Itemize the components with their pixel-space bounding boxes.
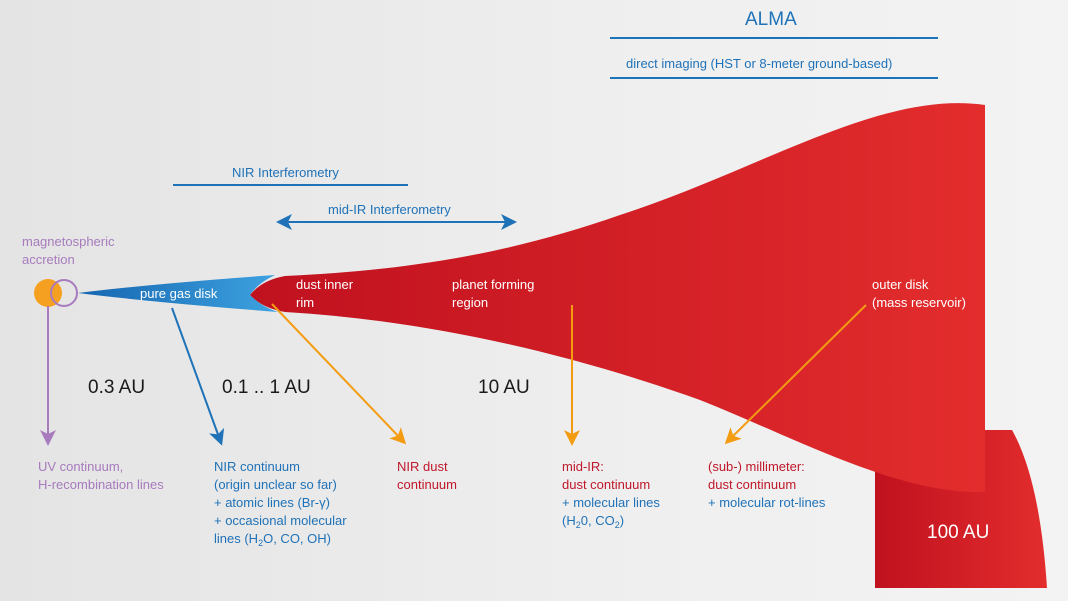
nir-observables: NIR continuum (origin unclear so far) + a… <box>214 459 347 548</box>
star <box>34 279 62 307</box>
nir-arrow <box>171 307 225 446</box>
gas-disk-label: pure gas disk <box>140 286 218 301</box>
outer-disk-label: outer disk (mass reservoir) <box>872 277 966 310</box>
nir-interferometry-label: NIR Interferometry <box>232 165 339 180</box>
magnetospheric-accretion-label: magnetospheric accretion <box>22 234 115 267</box>
distance-100au: 100 AU <box>927 522 990 543</box>
direct-imaging-label: direct imaging (HST or 8-meter ground-ba… <box>626 56 893 71</box>
nir-dust-observables: NIR dust continuum <box>397 459 457 492</box>
mid-ir-observables: mid-IR: dust continuum + molecular lines … <box>562 459 660 530</box>
nir-dust-arrow <box>271 303 407 445</box>
dust-disk <box>250 103 985 493</box>
inner-rim-label: dust inner rim <box>296 277 354 310</box>
gas-disk <box>78 275 278 312</box>
magnetosphere-loop <box>50 279 78 307</box>
uv-observables: UV continuum, H-recombination lines <box>38 459 164 492</box>
distance-0.1-1au: 0.1 .. 1 AU <box>222 377 311 398</box>
planet-forming-label: planet forming region <box>452 277 535 310</box>
distance-0.3au: 0.3 AU <box>88 377 146 398</box>
mid-ir-interferometry-label: mid-IR Interferometry <box>328 202 451 217</box>
distance-10au: 10 AU <box>478 377 530 398</box>
submm-arrow <box>724 304 867 445</box>
alma-label: ALMA <box>745 9 797 30</box>
submm-observables: (sub-) millimeter: dust continuum + molec… <box>708 459 826 510</box>
